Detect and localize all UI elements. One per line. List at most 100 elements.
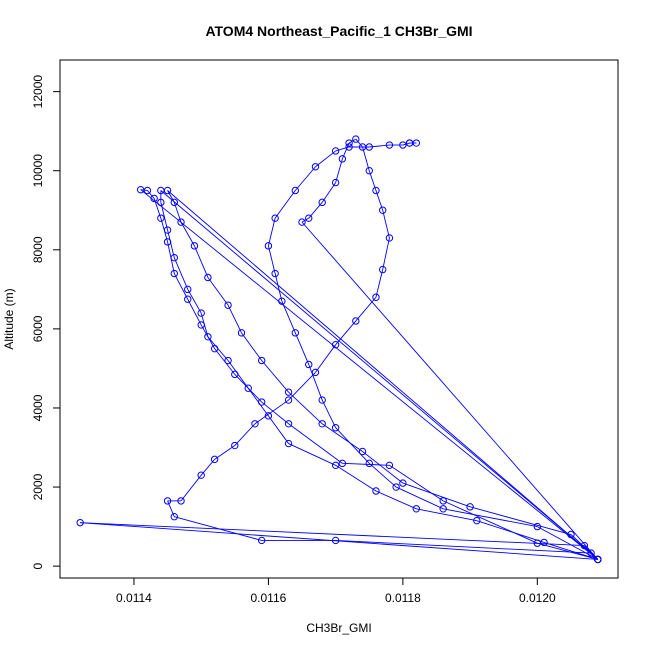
series-segment	[200, 324, 216, 349]
series-segment	[227, 304, 242, 334]
data-point	[257, 536, 266, 545]
data-point	[352, 135, 360, 143]
series-segment	[375, 269, 384, 298]
data-point	[271, 214, 279, 222]
data-point	[466, 503, 474, 511]
data-point	[210, 344, 219, 353]
series-segment	[261, 401, 289, 425]
data-point	[210, 455, 219, 464]
data-point	[163, 186, 172, 195]
plot-frame	[59, 59, 619, 579]
data-point	[231, 441, 239, 450]
data-point	[170, 269, 178, 278]
data-point	[136, 185, 145, 194]
data-point	[264, 242, 273, 250]
data-point	[150, 194, 158, 203]
data-point	[378, 206, 387, 214]
data-point	[439, 497, 447, 505]
series-segment	[355, 296, 377, 322]
series-segment	[537, 542, 598, 560]
series-segment	[443, 500, 538, 544]
series-segment	[395, 486, 444, 510]
series-segment	[402, 482, 471, 508]
data-point	[392, 483, 400, 491]
y-axis-label: Altitude (m)	[2, 288, 16, 349]
series-segment	[234, 374, 263, 403]
data-point	[331, 341, 340, 349]
data-point	[365, 143, 373, 151]
data-point	[184, 295, 192, 303]
series-segment	[167, 190, 599, 560]
y-tick-label: 0	[31, 562, 45, 569]
series-segment	[321, 423, 363, 452]
x-axis: 0.0114 0.0116 0.0118 0.0120	[116, 577, 556, 605]
series-segment	[294, 332, 310, 365]
data-point	[439, 505, 447, 513]
y-axis: 0 2000 4000 6000 8000 10000 12000	[31, 75, 61, 569]
x-tick-label: 0.0114	[116, 591, 152, 605]
series-segment	[315, 150, 336, 168]
series-segment	[335, 146, 350, 152]
data-point	[244, 384, 252, 392]
data-point	[338, 459, 347, 468]
data-point	[372, 293, 380, 301]
data-point	[204, 273, 212, 282]
x-tick-label: 0.0120	[519, 591, 556, 605]
series-segment	[389, 464, 444, 502]
series-segment	[274, 273, 283, 302]
data-point	[163, 226, 172, 234]
data-point	[157, 198, 165, 207]
data-point	[197, 309, 205, 317]
data-point	[190, 242, 199, 250]
series-segment	[335, 427, 370, 464]
data-point	[399, 479, 407, 487]
data-point	[298, 218, 306, 226]
series-segment	[382, 237, 390, 270]
data-point	[163, 238, 172, 246]
data-point	[358, 447, 367, 456]
y-tick-label: 2000	[31, 473, 45, 500]
data-point	[331, 147, 340, 155]
data-point	[177, 218, 185, 226]
series-segment	[341, 142, 350, 160]
y-tick-label: 12000	[31, 75, 45, 109]
x-tick-label: 0.0118	[385, 591, 421, 605]
series-segment	[140, 189, 599, 560]
data-point	[170, 198, 178, 207]
data-point	[405, 139, 414, 147]
data-point	[365, 167, 373, 175]
series-segment	[301, 217, 309, 223]
data-point	[331, 178, 340, 187]
series-segment	[194, 245, 209, 278]
data-point	[170, 513, 178, 521]
series-segment	[160, 190, 599, 560]
data-point	[257, 356, 266, 365]
data-point	[284, 396, 293, 404]
data-point	[318, 198, 326, 207]
series-segment	[267, 218, 276, 246]
series-segment	[167, 190, 175, 203]
series-segment	[375, 490, 417, 510]
data-point	[284, 420, 293, 428]
series-segment	[147, 190, 155, 199]
series-segment	[469, 506, 572, 535]
series-segment	[321, 182, 337, 203]
series-segment	[80, 522, 585, 547]
series-segment	[335, 539, 592, 554]
data-point	[305, 214, 313, 222]
series-segment	[167, 229, 175, 258]
data-point	[257, 398, 266, 406]
data-point	[251, 420, 259, 428]
data-point	[345, 143, 353, 151]
y-tick-label: 6000	[31, 315, 45, 342]
data-point	[305, 360, 313, 369]
series-segment	[288, 372, 316, 401]
series-segment	[267, 245, 276, 274]
data-point	[291, 329, 300, 337]
series-segment	[214, 445, 236, 460]
data-point	[163, 497, 172, 505]
data-point	[318, 420, 326, 428]
data-point	[197, 471, 205, 479]
series-segment	[416, 508, 477, 522]
data-point	[184, 285, 192, 294]
